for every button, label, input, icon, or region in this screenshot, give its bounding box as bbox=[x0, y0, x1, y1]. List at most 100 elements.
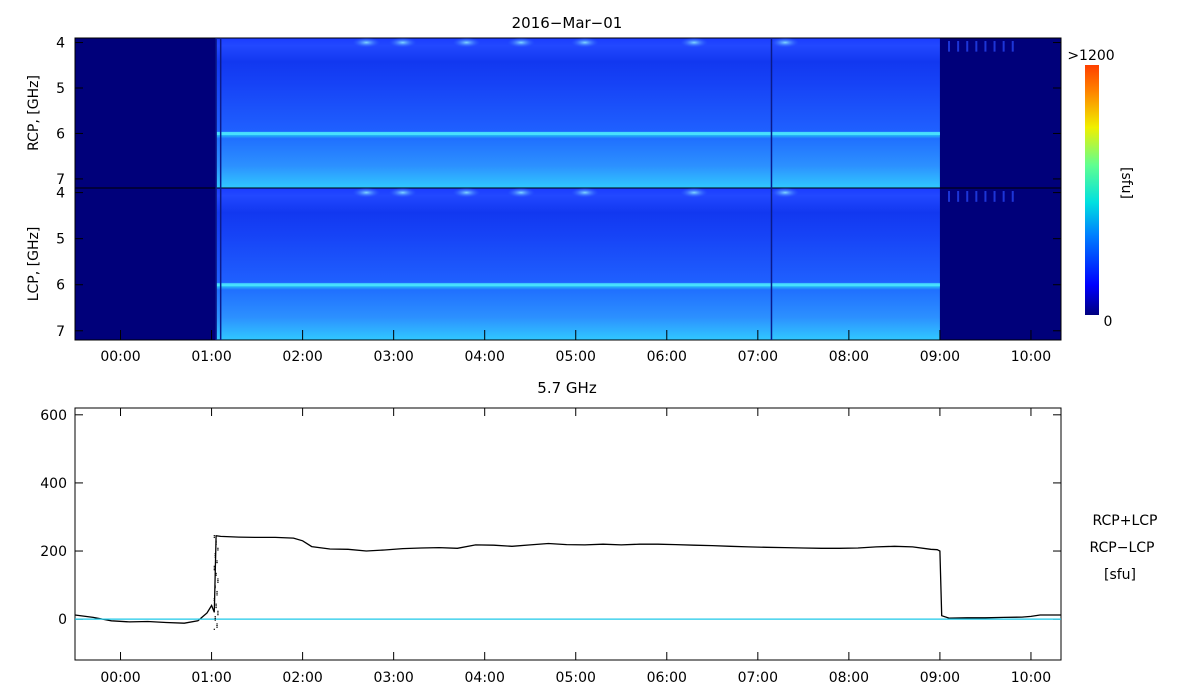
x-tick-label: 05:00 bbox=[556, 349, 596, 365]
emission-blob bbox=[570, 37, 599, 48]
x-tick-label: 10:00 bbox=[1011, 349, 1051, 365]
spike-point bbox=[213, 628, 215, 631]
spike-point bbox=[215, 574, 217, 576]
spike-point bbox=[216, 590, 218, 593]
lcp-axis-label: LCP, [GHz] bbox=[26, 227, 42, 302]
spike-point bbox=[213, 536, 215, 539]
x-tick-label: 02:00 bbox=[282, 670, 322, 686]
x-tick-label: 03:00 bbox=[373, 349, 413, 365]
lightcurve-series bbox=[74, 534, 1061, 631]
y-tick-label: 7 bbox=[56, 324, 65, 340]
x-tick-label: 01:00 bbox=[191, 670, 231, 686]
lightcurve-title: 5.7 GHz bbox=[537, 379, 597, 397]
x-tick-label: 09:00 bbox=[920, 670, 960, 686]
emission-blob bbox=[388, 187, 417, 198]
x-tick-label: 07:00 bbox=[738, 349, 778, 365]
x-tick-label: 01:00 bbox=[191, 349, 231, 365]
lcp-observed-band bbox=[216, 188, 940, 340]
emission-blob bbox=[388, 37, 417, 48]
spike-point bbox=[217, 614, 219, 616]
spike-point bbox=[216, 561, 218, 564]
emission-blob bbox=[680, 37, 709, 48]
lightcurve-panel: 0 200 400 600 00:00 01:00 02:00 03:00 04:00 05:00… bbox=[40, 407, 1062, 686]
spike-point bbox=[213, 567, 215, 569]
y-tick-label: 4 bbox=[56, 186, 65, 202]
spike-point bbox=[216, 626, 218, 629]
spike-point bbox=[215, 603, 217, 605]
emission-blob bbox=[452, 37, 481, 48]
emission-blob bbox=[771, 187, 800, 198]
lightcurve-frame bbox=[74, 407, 1062, 661]
colorbar-units-label: [sfu] bbox=[1118, 167, 1134, 199]
y-tick-label: 6 bbox=[56, 126, 65, 142]
lcp-spectrogram bbox=[74, 187, 1062, 341]
spectrogram-details bbox=[215, 37, 1014, 340]
spike-point bbox=[213, 599, 215, 602]
emission-blob bbox=[507, 187, 536, 198]
spike-point bbox=[217, 579, 219, 582]
y-tick-label: 200 bbox=[40, 544, 67, 560]
emission-blob bbox=[507, 37, 536, 48]
y-tick-label: 6 bbox=[56, 278, 65, 294]
y-tick-label: 5 bbox=[56, 81, 65, 97]
spike-point bbox=[214, 585, 216, 587]
spike-point bbox=[217, 612, 219, 614]
spike-point bbox=[215, 572, 217, 575]
x-tick-label: 09:00 bbox=[920, 349, 960, 365]
x-tick-label: 07:00 bbox=[738, 670, 778, 686]
spike-point bbox=[214, 587, 216, 589]
legend: RCP+LCP RCP−LCP [sfu] bbox=[1090, 513, 1158, 583]
emission-blob bbox=[570, 187, 599, 198]
spike-point bbox=[217, 581, 219, 584]
spike-point bbox=[214, 556, 216, 558]
spike-point bbox=[215, 543, 217, 546]
spike-point bbox=[215, 605, 217, 607]
emission-blob bbox=[352, 187, 381, 198]
spike-point bbox=[213, 535, 215, 537]
rcp-spectrogram bbox=[74, 37, 1062, 189]
legend-entry-total: RCP+LCP bbox=[1093, 513, 1158, 529]
spike-point bbox=[216, 594, 218, 596]
x-tick-label: 06:00 bbox=[647, 670, 687, 686]
colorbar-max-label: >1200 bbox=[1067, 48, 1114, 64]
spike-point bbox=[215, 540, 217, 542]
legend-entry-diff: RCP−LCP bbox=[1090, 540, 1155, 556]
spike-point bbox=[217, 578, 219, 580]
emission-blob bbox=[680, 187, 709, 198]
emission-blob bbox=[771, 37, 800, 48]
lightcurve-axes: 0 200 400 600 00:00 01:00 02:00 03:00 04:00 05:00… bbox=[40, 408, 1061, 686]
x-tick-label: 10:00 bbox=[1011, 670, 1051, 686]
x-tick-label: 00:00 bbox=[100, 349, 140, 365]
x-tick-label: 08:00 bbox=[829, 670, 869, 686]
x-tick-label: 04:00 bbox=[465, 349, 505, 365]
emission-blob bbox=[452, 187, 481, 198]
x-tick-label: 05:00 bbox=[556, 670, 596, 686]
series-line-total bbox=[74, 534, 1061, 624]
emission-blob bbox=[352, 37, 381, 48]
spike-point bbox=[214, 616, 216, 618]
spike-point bbox=[213, 565, 215, 568]
colorbar-min-label: 0 bbox=[1104, 314, 1113, 330]
spike-point bbox=[217, 549, 219, 551]
x-tick-label: 06:00 bbox=[647, 349, 687, 365]
spike-point bbox=[214, 553, 216, 555]
spike-point bbox=[216, 560, 218, 562]
spike-point bbox=[215, 606, 217, 609]
spike-point bbox=[214, 619, 216, 621]
x-tick-label: 02:00 bbox=[282, 349, 322, 365]
y-tick-label: 600 bbox=[40, 408, 67, 424]
y-tick-label: 0 bbox=[58, 612, 67, 628]
y-tick-label: 4 bbox=[56, 36, 65, 52]
legend-units: [sfu] bbox=[1104, 567, 1136, 583]
x-tick-label: 08:00 bbox=[829, 349, 869, 365]
y-tick-label: 7 bbox=[56, 172, 65, 188]
spike-point bbox=[216, 624, 218, 627]
x-tick-label: 00:00 bbox=[100, 670, 140, 686]
spike-point bbox=[213, 569, 215, 571]
spike-point bbox=[214, 554, 216, 557]
rcp-observed-band bbox=[216, 38, 940, 188]
spike-point bbox=[214, 617, 216, 620]
x-tick-label: 03:00 bbox=[373, 670, 413, 686]
